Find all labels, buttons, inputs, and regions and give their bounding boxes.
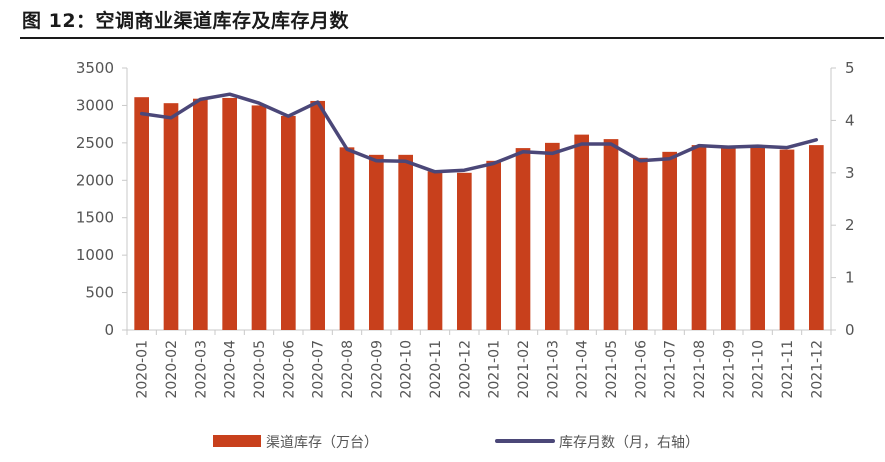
left-tick-label: 3500 <box>76 59 114 77</box>
x-tick-label: 2021-11 <box>780 340 796 399</box>
x-tick-label: 2020-10 <box>399 340 415 399</box>
x-tick-label: 2020-03 <box>193 340 209 399</box>
bar <box>134 97 149 331</box>
bar <box>427 171 443 330</box>
right-tick-label: 5 <box>845 59 855 77</box>
right-tick-label: 4 <box>845 111 855 129</box>
x-tick-label: 2020-09 <box>369 340 385 399</box>
title-rule <box>20 37 884 39</box>
x-tick-label: 2021-04 <box>575 340 591 399</box>
left-tick-label: 500 <box>85 284 114 302</box>
bar <box>457 172 472 330</box>
x-tick-label: 2020-05 <box>252 340 268 399</box>
x-tick-label: 2021-12 <box>809 340 825 399</box>
bar <box>662 151 677 330</box>
left-tick-label: 1000 <box>76 246 114 264</box>
x-tick-label: 2021-09 <box>721 340 737 399</box>
x-tick-label: 2020-12 <box>457 340 473 399</box>
x-tick-label: 2021-07 <box>663 340 679 399</box>
legend-bar-label: 渠道库存（万台） <box>266 435 378 451</box>
left-tick-label: 0 <box>104 321 114 339</box>
bar <box>633 157 648 330</box>
left-tick-label: 3000 <box>76 96 114 114</box>
left-tick-label: 2500 <box>76 134 114 152</box>
left-tick-label: 2000 <box>76 171 114 189</box>
x-tick-label: 2021-05 <box>604 340 620 399</box>
legend-bar-swatch <box>213 435 261 447</box>
x-tick-label: 2020-01 <box>135 340 151 399</box>
legend-line-label: 库存月数（月，右轴） <box>559 435 699 451</box>
x-tick-label: 2021-08 <box>692 340 708 399</box>
bar <box>251 105 267 330</box>
bar <box>369 154 384 330</box>
x-tick-label: 2021-10 <box>751 340 767 399</box>
bar <box>339 147 355 330</box>
bar <box>310 100 325 331</box>
line-series <box>139 92 819 174</box>
right-tick-labels: 0 1 2 3 4 5 <box>845 59 855 339</box>
legend: 渠道库存（万台） 库存月数（月，右轴） <box>213 435 699 451</box>
bar <box>486 160 501 330</box>
x-tick-label: 2021-03 <box>545 340 561 399</box>
bar <box>398 154 413 330</box>
bar <box>691 145 707 330</box>
right-tick-label: 2 <box>845 216 855 234</box>
x-tick-label: 2020-02 <box>164 340 180 399</box>
bar <box>809 145 824 330</box>
bar <box>281 115 296 330</box>
right-tick-label: 0 <box>845 321 855 339</box>
x-tick-label: 2020-11 <box>428 340 444 399</box>
x-tick-label: 2021-02 <box>516 340 532 399</box>
axes <box>122 67 836 335</box>
x-tick-label: 2020-08 <box>340 340 356 399</box>
x-tick-label: 2021-06 <box>633 340 649 399</box>
right-tick-label: 3 <box>845 164 855 182</box>
x-tick-label: 2020-07 <box>311 340 327 399</box>
x-tick-label: 2021-01 <box>487 340 503 399</box>
left-tick-labels: 0 500 1000 1500 2000 2500 3000 3500 <box>76 59 114 339</box>
inventory-months-line <box>139 92 819 174</box>
bar <box>515 148 531 330</box>
bar <box>750 145 765 330</box>
bar <box>603 139 619 330</box>
bar <box>163 103 179 330</box>
bar <box>193 98 208 330</box>
x-tick-label: 2020-04 <box>223 340 239 399</box>
x-tick-labels: 2020-01 2020-02 2020-03 2020-04 2020-05 2020-… <box>135 340 826 399</box>
figure-title: 图 12：空调商业渠道库存及库存月数 <box>22 10 350 32</box>
bar <box>545 142 560 330</box>
bar <box>721 146 736 330</box>
bar-series <box>134 97 824 331</box>
bar <box>222 97 237 330</box>
right-tick-label: 1 <box>845 269 855 287</box>
bar <box>574 134 589 330</box>
left-tick-label: 1500 <box>76 209 114 227</box>
x-tick-label: 2020-06 <box>281 340 297 399</box>
bar <box>779 149 795 330</box>
